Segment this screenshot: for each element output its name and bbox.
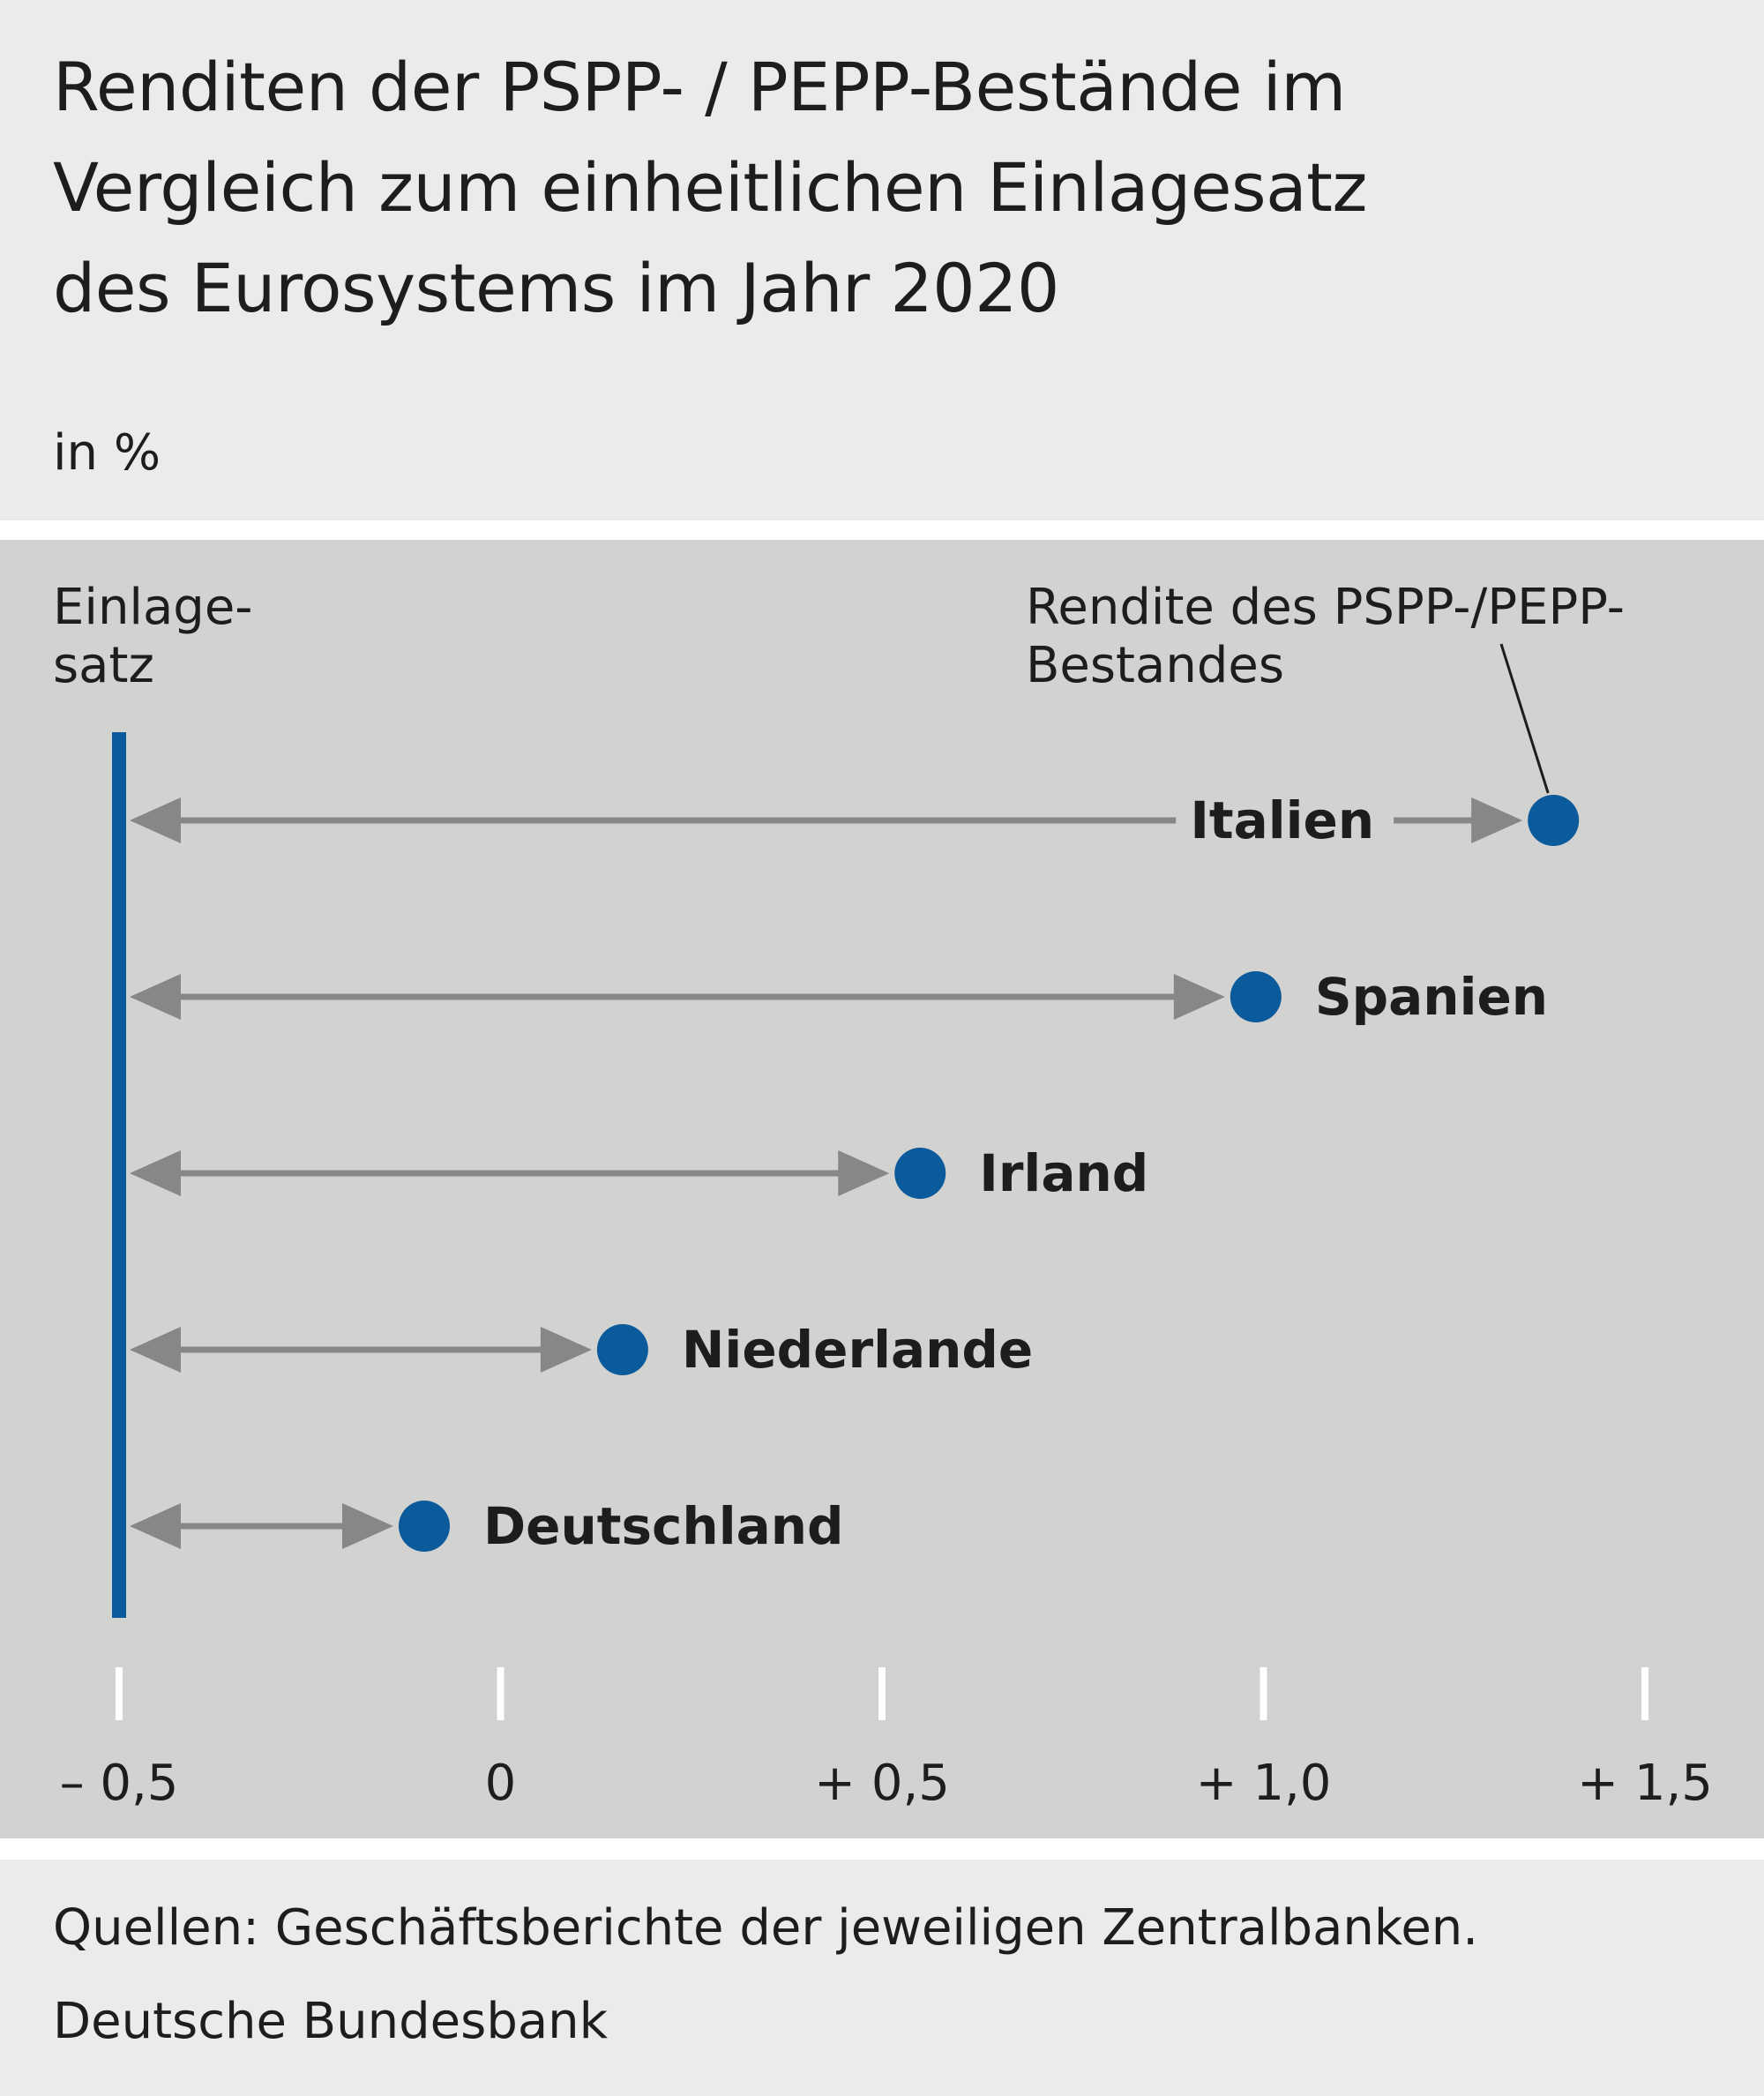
chart-title: Renditen der PSPP- / PEPP-Bestände im Ve… [53,37,1729,339]
chart-title-line: Vergleich zum einheitlichen Einlagesatz [53,148,1367,227]
arrowhead-right [540,1327,592,1373]
x-tick-label: 0 [485,1755,517,1812]
yield-marker [894,1148,946,1199]
data-row-niederlande: Niederlande [130,1320,1033,1380]
country-label: Irland [979,1143,1148,1203]
arrowhead-left [130,797,181,843]
x-tick-label: + 1,5 [1577,1755,1713,1812]
publisher-label: Deutsche Bundesbank [53,1993,609,2050]
arrowhead-right [342,1503,393,1549]
x-tick-label: – 0,5 [60,1755,179,1812]
data-row-spanien: Spanien [130,967,1548,1027]
chart-title-line: Renditen der PSPP- / PEPP-Bestände im [53,48,1346,126]
yield-marker [1230,971,1282,1022]
plot-area: Einlage-satz Rendite des PSPP-/PEPP- Besta… [0,540,1764,1838]
chart-title-line: des Eurosystems im Jahr 2020 [53,249,1059,327]
footer-panel [0,1860,1764,2096]
deposit-rate-label: Einlage- [53,579,253,636]
unit-label: in % [53,424,161,482]
data-row-irland: Irland [130,1143,1148,1203]
arrowhead-right [1173,974,1225,1020]
yield-annotation-label: Rendite des PSPP-/PEPP- [1026,579,1625,636]
chart-canvas: Einlage-satz Rendite des PSPP-/PEPP-Besta… [53,579,1713,1812]
arrowhead-left [130,1327,181,1373]
arrowhead-right [838,1150,890,1196]
data-row-italien: Italien [130,643,1580,850]
annotation-leader-line [1499,643,1550,794]
x-tick-label: + 1,0 [1196,1755,1332,1812]
yield-annotation-label: Bestandes [1026,637,1284,694]
arrowhead-left [130,1503,181,1549]
country-label: Spanien [1315,967,1548,1027]
x-tick-label: + 0,5 [814,1755,950,1812]
deposit-rate-label: satz [53,637,154,694]
header-panel: Renditen der PSPP- / PEPP-Bestände im Ve… [0,0,1764,520]
data-row-deutschland: Deutschland [130,1496,844,1556]
country-label: Niederlande [682,1320,1033,1380]
yield-marker [596,1324,648,1375]
country-label: Italien [1190,790,1374,850]
yield-marker [1528,795,1580,846]
country-label: Deutschland [483,1496,844,1556]
arrowhead-left [130,974,181,1020]
source-note: Quellen: Geschäftsberichte der jeweilige… [53,1899,1479,1957]
arrowhead-right [1471,797,1523,843]
arrowhead-left [130,1150,181,1196]
yield-marker [399,1501,450,1552]
